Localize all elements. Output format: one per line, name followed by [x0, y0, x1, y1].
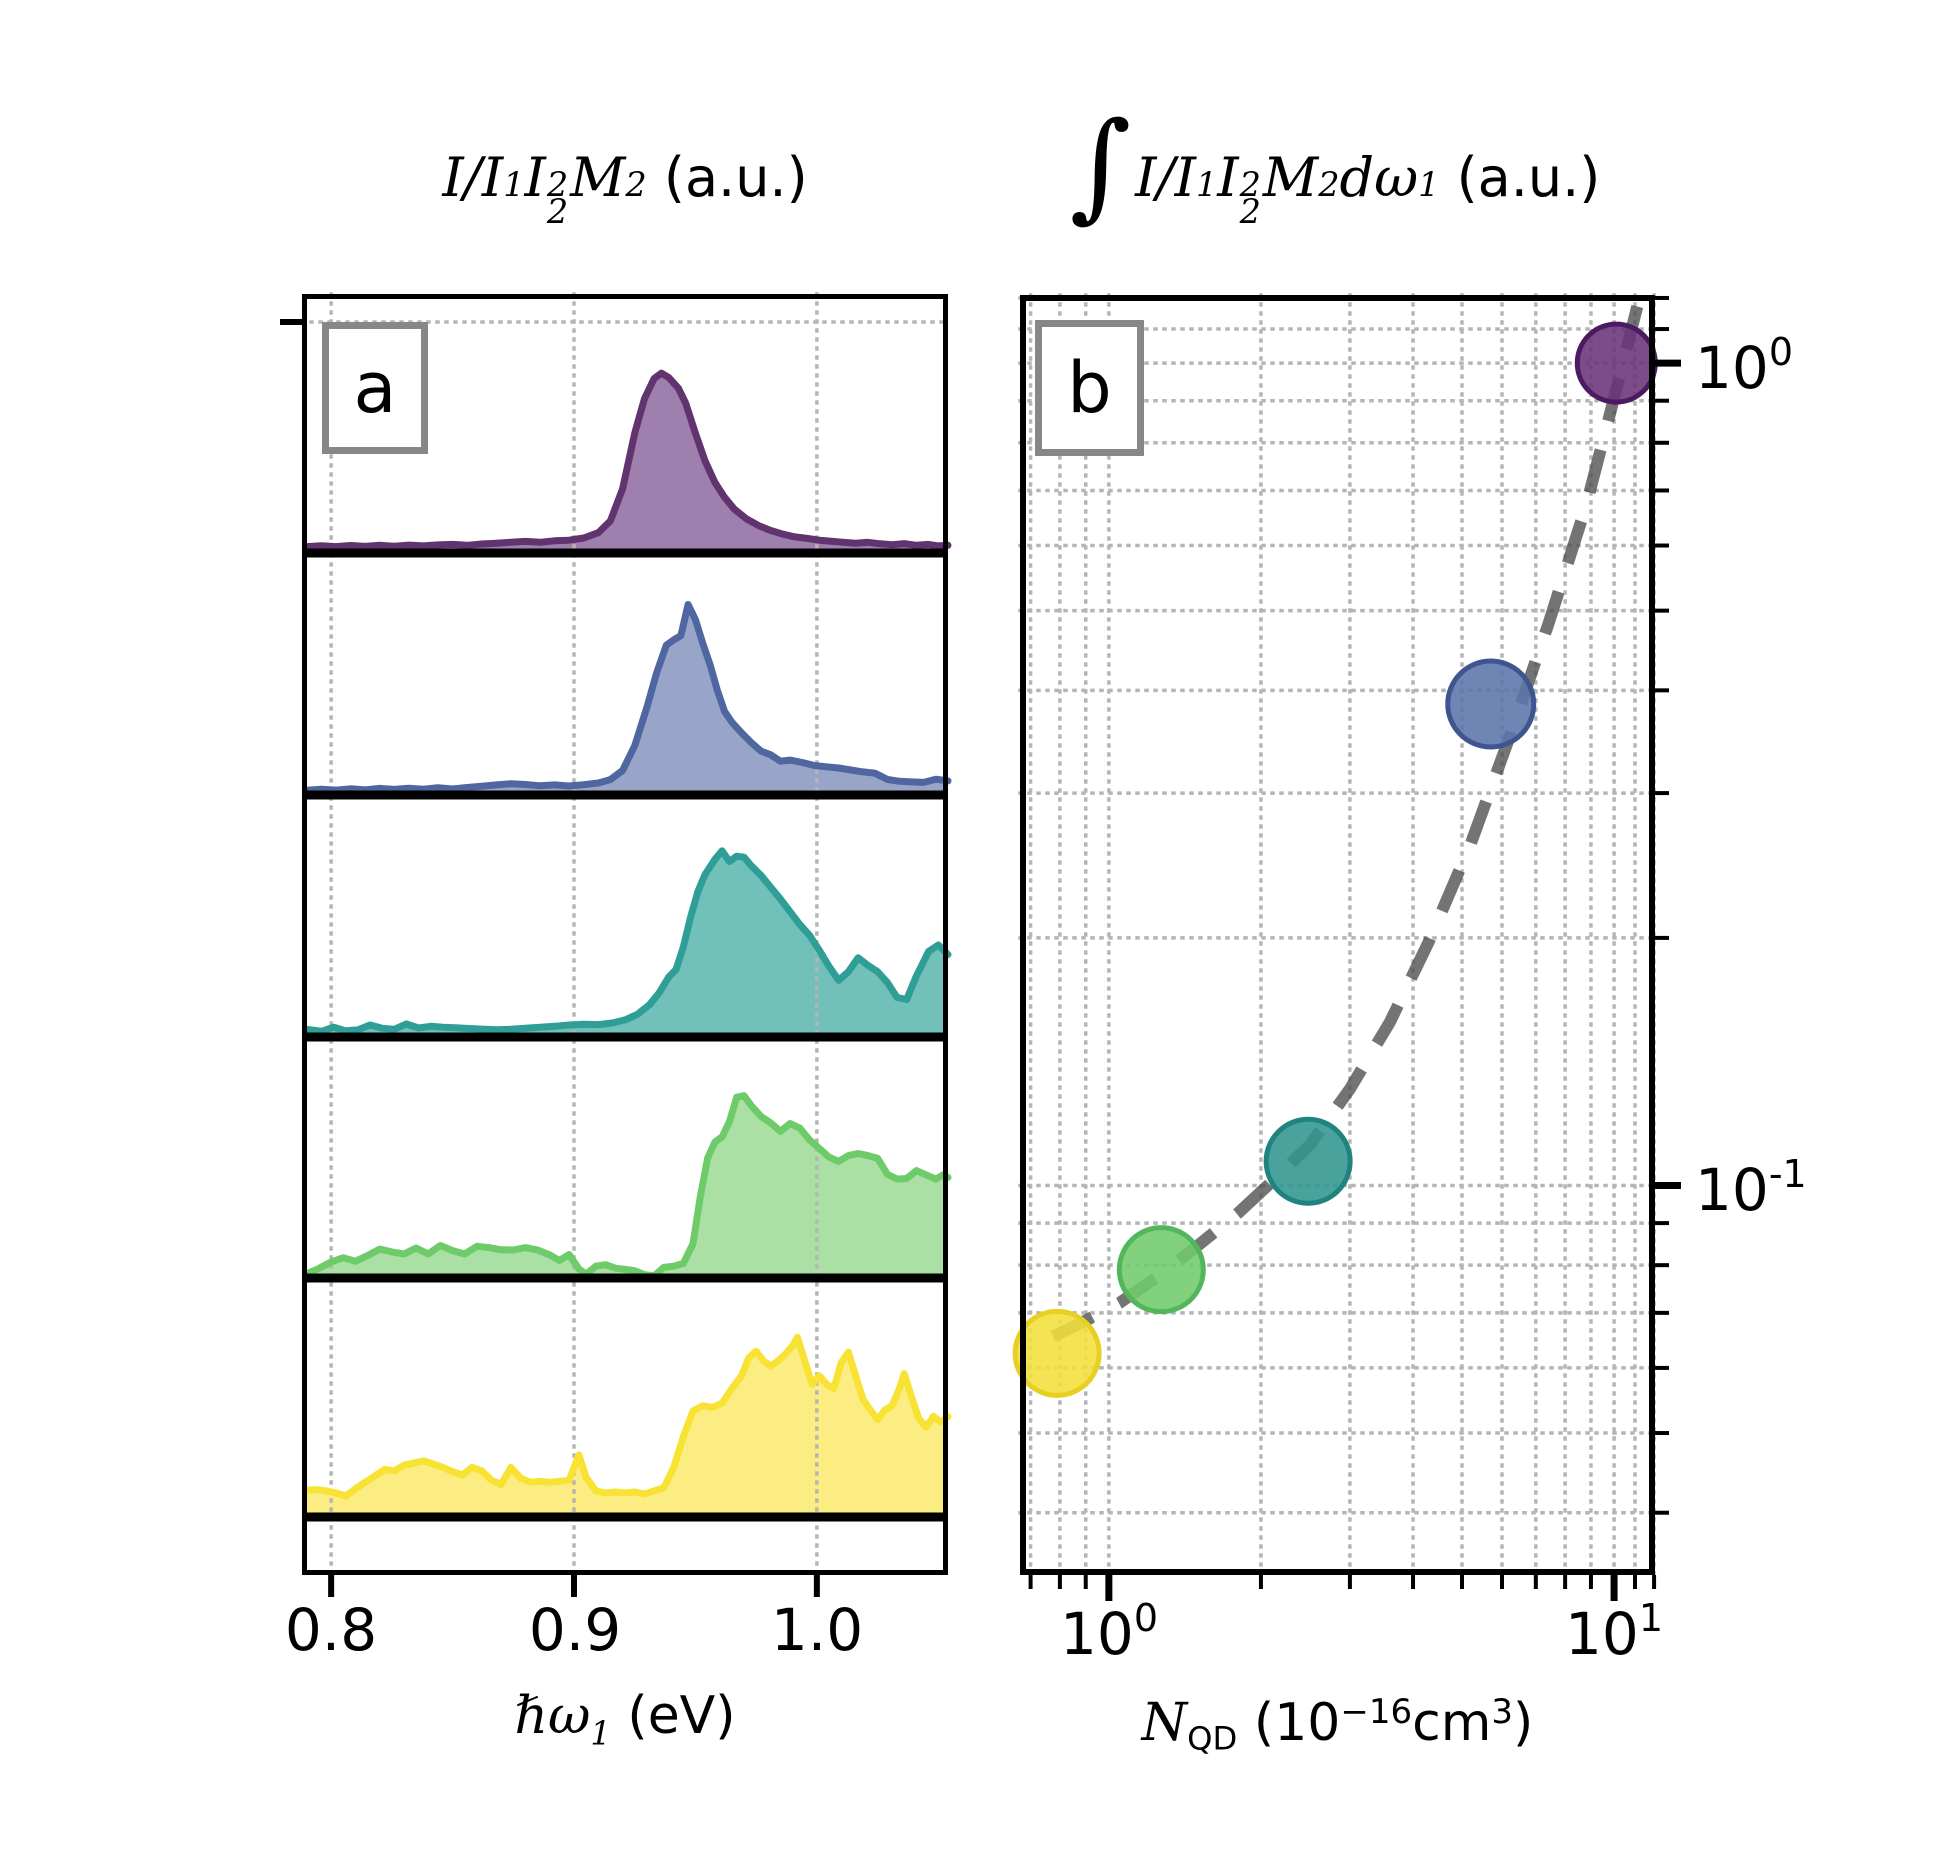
panel-a-title: I/I 1 I 2 2 M 2 (a.u.) [442, 146, 808, 231]
panel-a-label-box: a [322, 322, 428, 454]
y-tick-b-0.1: 10-1 [1695, 1152, 1807, 1224]
x-axis-label-b: NQD (10−16cm3) [1141, 1692, 1534, 1758]
x-tick-a-0.9: 0.9 [528, 1596, 622, 1664]
x-tick-a-1.0: 1.0 [770, 1596, 864, 1664]
y-tick-b-1: 100 [1695, 330, 1793, 402]
panel-b-title: ∫ I/I 1 I 2 2 M 2 dω 1 (a.u.) [1069, 96, 1601, 234]
panel-a-label: a [353, 347, 397, 429]
panel-b-label: b [1067, 347, 1112, 429]
x-tick-a-0.8: 0.8 [284, 1596, 378, 1664]
spectra-chart-svg [280, 292, 952, 1597]
panel-b-label-box: b [1035, 320, 1144, 456]
title-a-math: I/I [442, 146, 504, 209]
scatter-chart-svg [1012, 290, 1681, 1601]
x-axis-label-a: ℏω1 (eV) [514, 1686, 736, 1753]
x-tick-b-10: 101 [1565, 1596, 1663, 1668]
x-tick-b-1: 100 [1060, 1596, 1158, 1668]
